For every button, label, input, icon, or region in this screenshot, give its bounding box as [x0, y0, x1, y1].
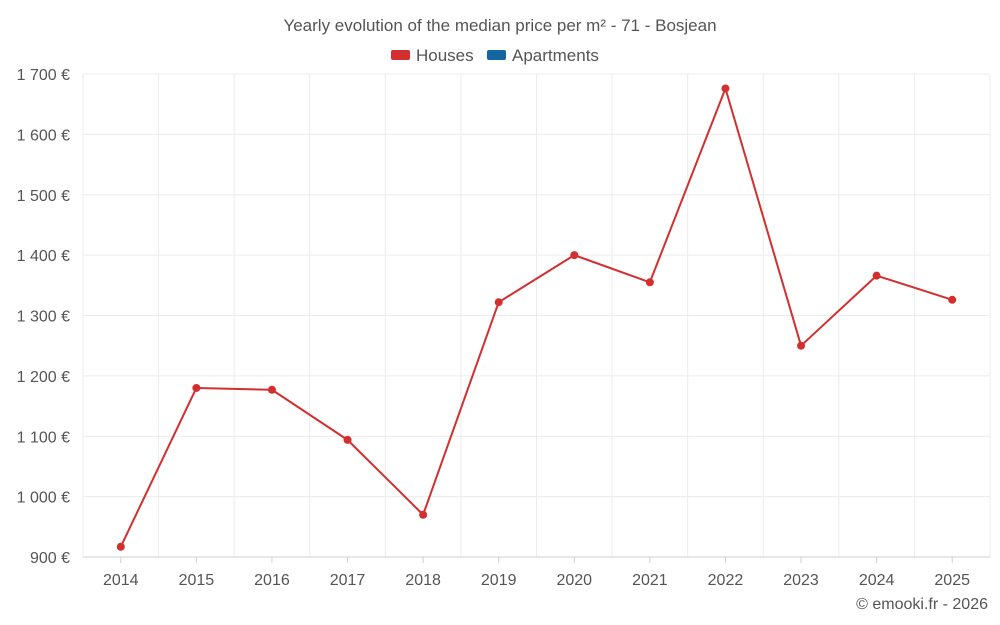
x-tick-label: 2021 [632, 572, 668, 589]
legend-swatch-houses [391, 50, 410, 60]
series-houses [116, 84, 957, 551]
y-tick-label: 1 600 € [17, 127, 70, 144]
legend-item-apartments[interactable]: Apartments [487, 46, 599, 65]
data-point-houses-2014[interactable] [116, 542, 125, 551]
x-tick-label: 2015 [179, 572, 215, 589]
y-tick-label: 1 700 € [17, 67, 70, 84]
credit-text: © emooki.fr - 2026 [856, 596, 988, 613]
x-tick-label: 2020 [556, 572, 592, 589]
x-tick-label: 2022 [708, 572, 744, 589]
data-point-houses-2024[interactable] [872, 271, 881, 280]
axes: 900 € 1 000 € 1 100 € 1 200 € 1 300 € 1 400 €… [17, 67, 990, 589]
x-tick-label: 2016 [254, 572, 290, 589]
series-line-houses [119, 87, 953, 548]
y-tick-label: 1 000 € [17, 490, 70, 507]
data-point-houses-2022[interactable] [721, 84, 730, 93]
x-tick-label: 2024 [859, 572, 895, 589]
data-point-houses-2018[interactable] [419, 510, 428, 519]
grid [82, 73, 991, 558]
x-tick-label: 2014 [103, 572, 139, 589]
data-point-houses-2025[interactable] [948, 295, 957, 304]
data-point-houses-2016[interactable] [267, 385, 276, 394]
y-tick-label: 1 200 € [17, 369, 70, 386]
data-point-houses-2023[interactable] [797, 341, 806, 350]
data-point-houses-2020[interactable] [570, 251, 579, 260]
y-tick-label: 1 300 € [17, 309, 70, 326]
legend-item-houses[interactable]: Houses [391, 46, 474, 65]
x-tick-label: 2017 [330, 572, 366, 589]
data-point-houses-2021[interactable] [645, 278, 654, 287]
legend: Houses Apartments [391, 46, 599, 65]
legend-label-houses: Houses [416, 46, 474, 65]
data-point-houses-2019[interactable] [494, 298, 503, 307]
data-point-houses-2017[interactable] [343, 435, 352, 444]
legend-swatch-apartments [487, 50, 506, 60]
data-point-houses-2015[interactable] [192, 383, 201, 392]
y-tick-label: 1 400 € [17, 248, 70, 265]
chart-title: Yearly evolution of the median price per… [283, 16, 716, 35]
x-tick-label: 2023 [783, 572, 819, 589]
y-tick-label: 1 500 € [17, 188, 70, 205]
y-tick-label: 1 100 € [17, 429, 70, 446]
y-tick-label: 900 € [30, 550, 70, 567]
x-tick-label: 2018 [405, 572, 441, 589]
legend-label-apartments: Apartments [512, 46, 599, 65]
x-tick-label: 2019 [481, 572, 517, 589]
x-tick-label: 2025 [934, 572, 970, 589]
